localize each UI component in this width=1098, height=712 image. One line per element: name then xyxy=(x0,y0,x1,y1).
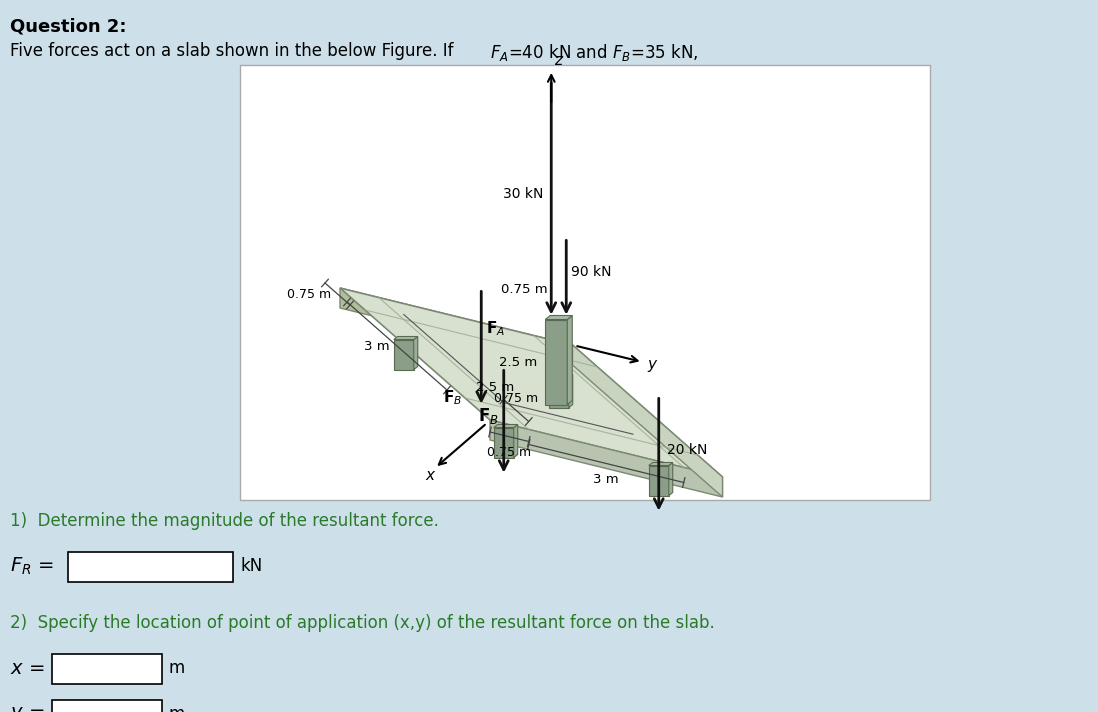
Text: 0.75 m: 0.75 m xyxy=(288,288,332,300)
Text: 3 m: 3 m xyxy=(365,340,390,352)
Bar xyxy=(68,552,233,582)
Text: $F_A$=40 kN and $F_B$=35 kN,: $F_A$=40 kN and $F_B$=35 kN, xyxy=(490,42,698,63)
Polygon shape xyxy=(546,315,572,320)
Polygon shape xyxy=(649,463,673,466)
Text: 1)  Determine the magnitude of the resultant force.: 1) Determine the magnitude of the result… xyxy=(10,512,439,530)
Text: 30 kN: 30 kN xyxy=(503,187,544,201)
Text: kN: kN xyxy=(240,557,262,575)
Text: x: x xyxy=(426,468,435,483)
Text: 0.75 m: 0.75 m xyxy=(494,392,538,405)
Polygon shape xyxy=(569,375,573,407)
Text: 3 m: 3 m xyxy=(593,473,619,486)
Polygon shape xyxy=(514,424,518,458)
Polygon shape xyxy=(340,288,572,365)
Text: 20 kN: 20 kN xyxy=(666,442,707,456)
Text: $x$ =: $x$ = xyxy=(10,659,45,678)
Polygon shape xyxy=(394,340,414,370)
Text: y: y xyxy=(648,357,657,372)
Polygon shape xyxy=(549,377,569,407)
Text: Question 2:: Question 2: xyxy=(10,18,126,36)
Polygon shape xyxy=(394,337,417,340)
Bar xyxy=(240,65,930,500)
Text: m: m xyxy=(168,705,184,712)
Text: $\mathbf{F}_A$: $\mathbf{F}_A$ xyxy=(486,319,505,338)
Text: z: z xyxy=(554,53,562,68)
Text: 90 kN: 90 kN xyxy=(571,266,612,280)
Text: $F_R$ =: $F_R$ = xyxy=(10,555,54,577)
Polygon shape xyxy=(549,375,573,377)
Polygon shape xyxy=(649,466,669,496)
Text: $\mathbf{F}_B$: $\mathbf{F}_B$ xyxy=(442,388,462,407)
Bar xyxy=(52,700,163,712)
Text: 2.5 m: 2.5 m xyxy=(475,381,514,394)
Text: 0.75 m: 0.75 m xyxy=(502,283,548,296)
Polygon shape xyxy=(494,424,518,427)
Text: Five forces act on a slab shown in the below Figure. If: Five forces act on a slab shown in the b… xyxy=(10,42,459,60)
Bar xyxy=(52,654,163,684)
Polygon shape xyxy=(494,427,514,458)
Polygon shape xyxy=(568,315,572,404)
Polygon shape xyxy=(546,320,568,404)
Polygon shape xyxy=(340,288,722,477)
Text: $y$ =: $y$ = xyxy=(10,704,45,712)
Text: 2)  Specify the location of point of application (x,y) of the resultant force on: 2) Specify the location of point of appl… xyxy=(10,614,715,632)
Text: m: m xyxy=(168,659,184,677)
Polygon shape xyxy=(490,420,722,497)
Polygon shape xyxy=(572,345,722,497)
Text: 2.5 m: 2.5 m xyxy=(498,356,537,369)
Text: $\mathbf{F}_B$: $\mathbf{F}_B$ xyxy=(478,407,498,426)
Text: 0.75 m: 0.75 m xyxy=(488,446,531,459)
Polygon shape xyxy=(669,463,673,496)
Polygon shape xyxy=(414,337,417,370)
